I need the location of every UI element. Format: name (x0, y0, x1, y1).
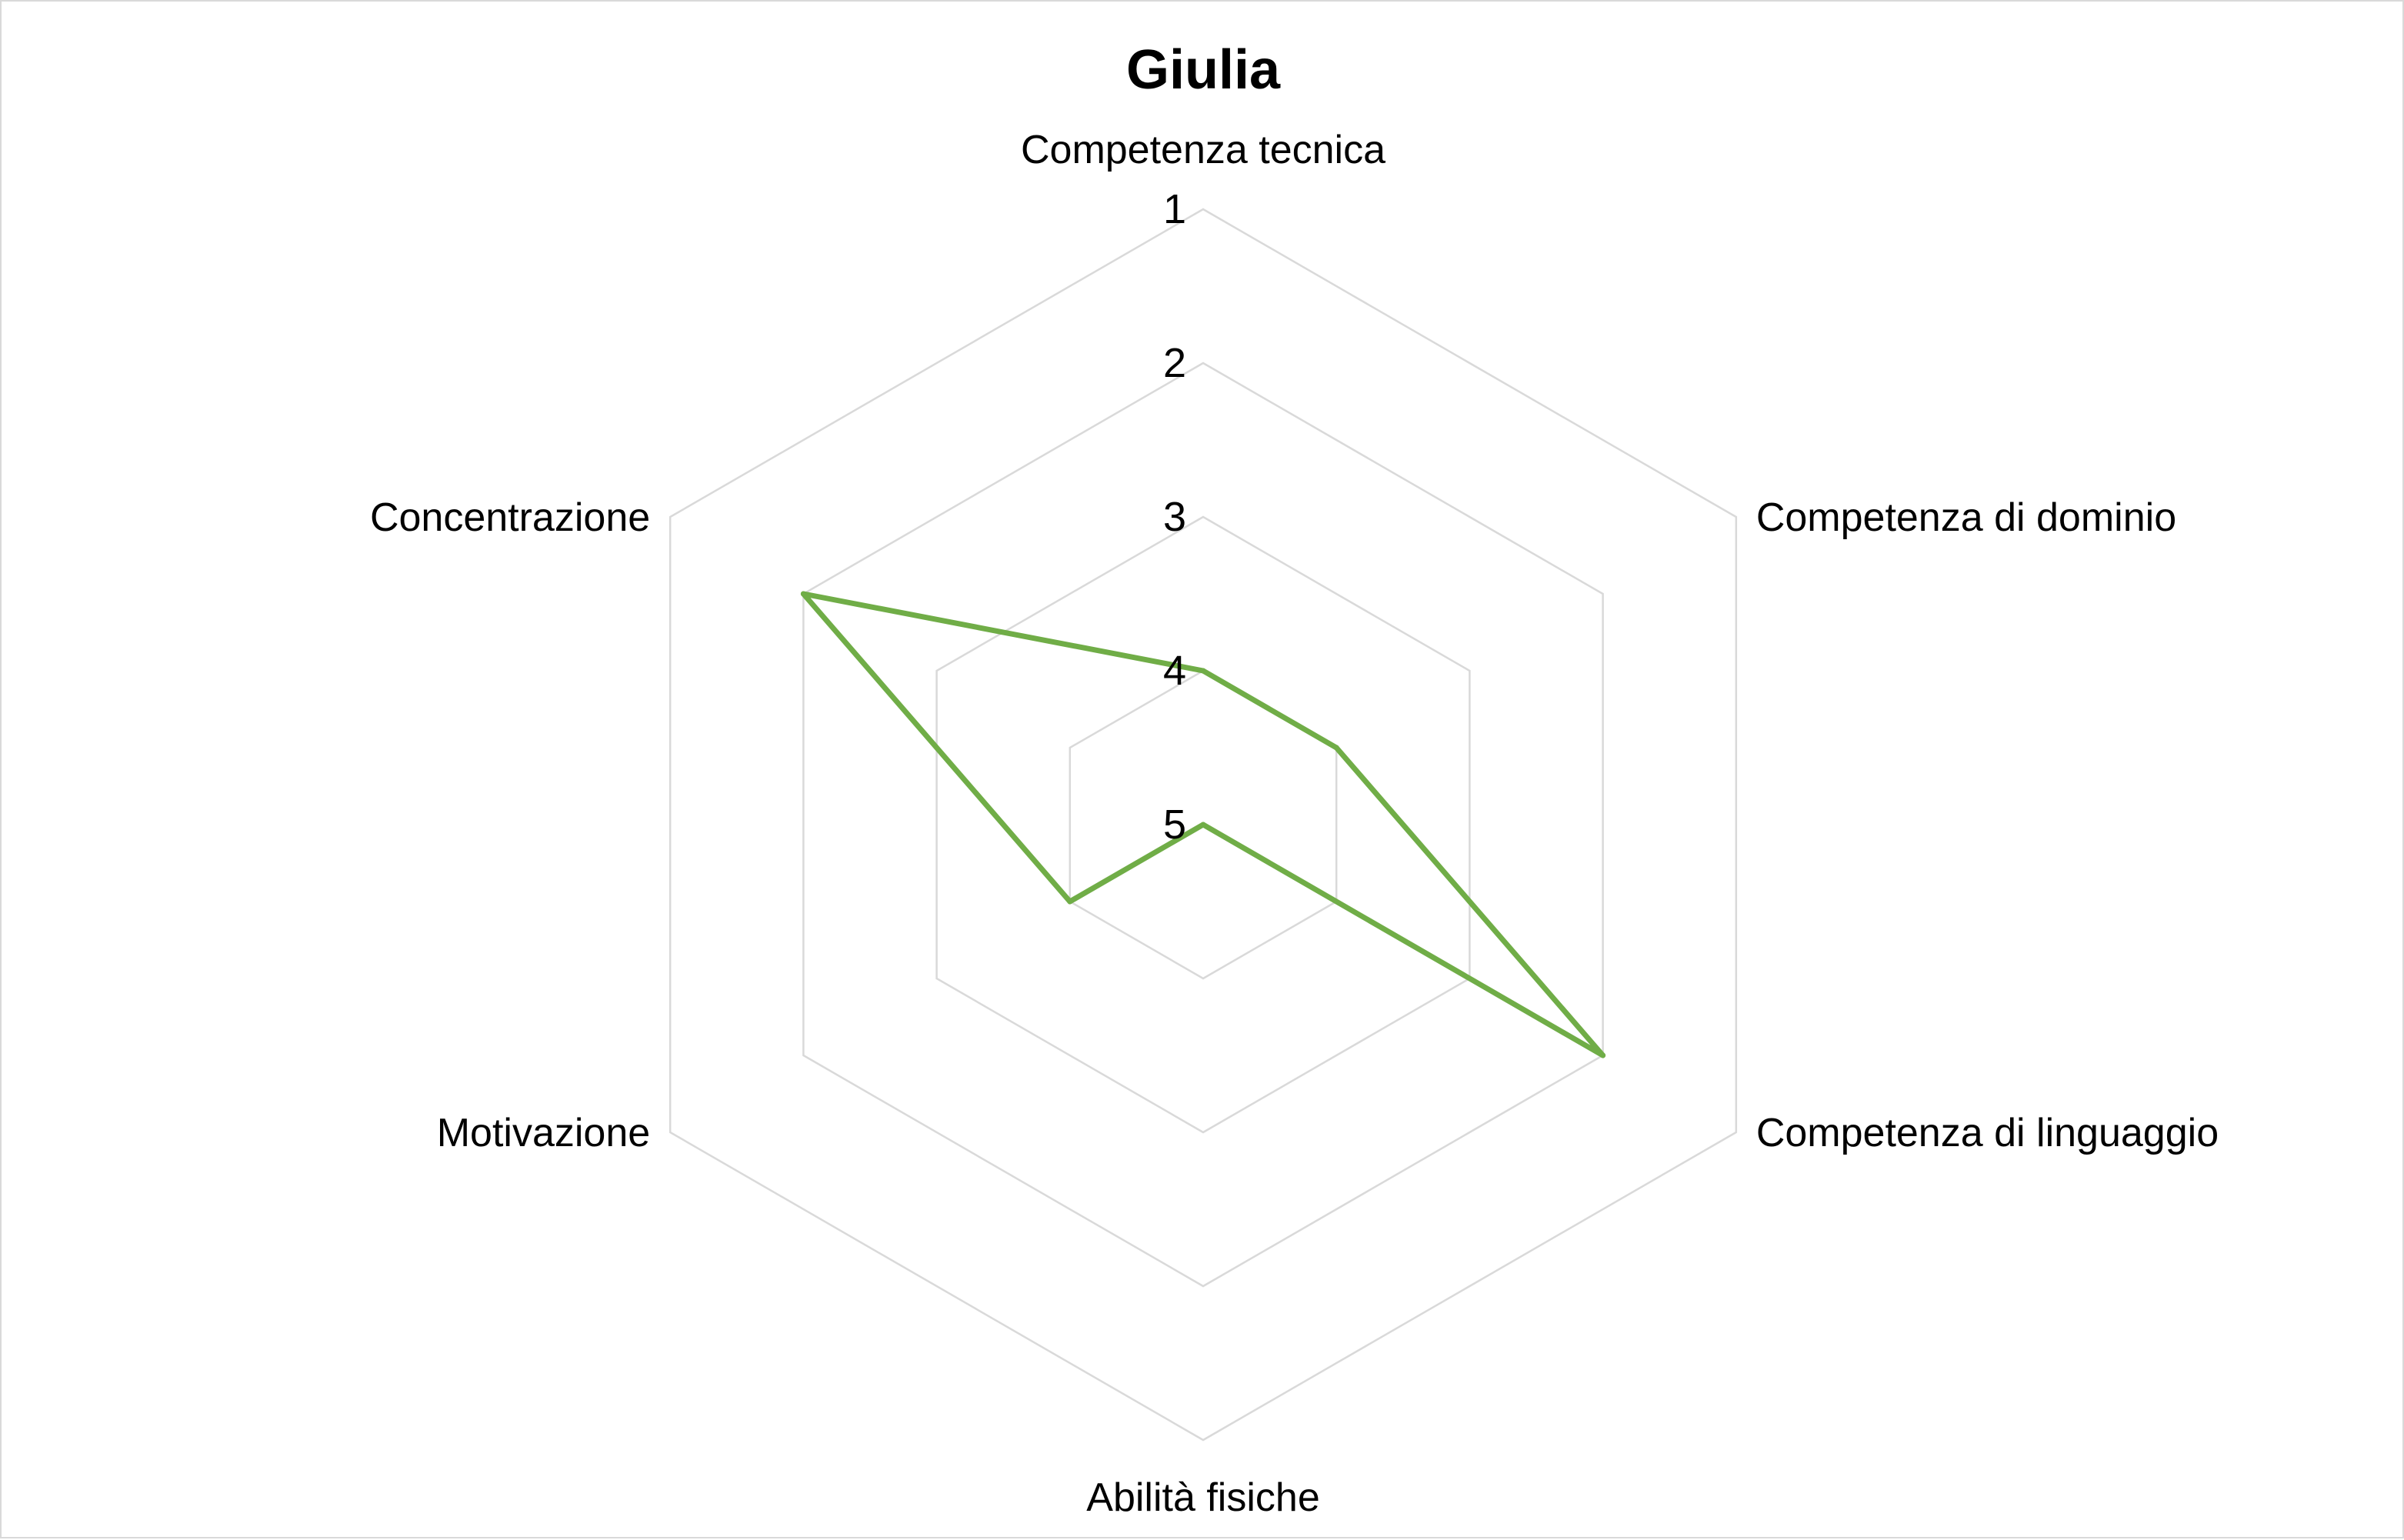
category-label: Concentrazione (370, 495, 650, 540)
radial-tick-label: 5 (1163, 802, 1186, 848)
radial-tick-label: 1 (1163, 186, 1186, 232)
radial-tick-label: 4 (1163, 648, 1186, 694)
grid-ring-3 (935, 515, 1471, 1134)
category-label: Competenza tecnica (1021, 128, 1385, 172)
radial-tick-label: 2 (1163, 340, 1186, 386)
radial-tick-labels: 1 2 3 4 5 (1163, 186, 1186, 848)
category-label: Competenza di dominio (1756, 495, 2176, 540)
series-layer (800, 591, 1606, 1058)
chart-title: Giulia (1126, 39, 1281, 101)
category-label: Motivazione (437, 1111, 650, 1155)
data-point (1200, 668, 1206, 674)
data-point (1067, 898, 1073, 905)
grid-ring-1 (669, 208, 1738, 1442)
category-label: Competenza di linguaggio (1756, 1111, 2219, 1155)
data-point (1600, 1052, 1606, 1058)
data-point (1200, 822, 1206, 828)
data-point (1333, 745, 1339, 751)
category-labels: Competenza tecnica Competenza di dominio C… (370, 128, 2219, 1520)
radial-tick-label: 3 (1163, 494, 1186, 540)
data-point (800, 591, 806, 597)
category-label: Abilità fisiche (1086, 1475, 1319, 1520)
